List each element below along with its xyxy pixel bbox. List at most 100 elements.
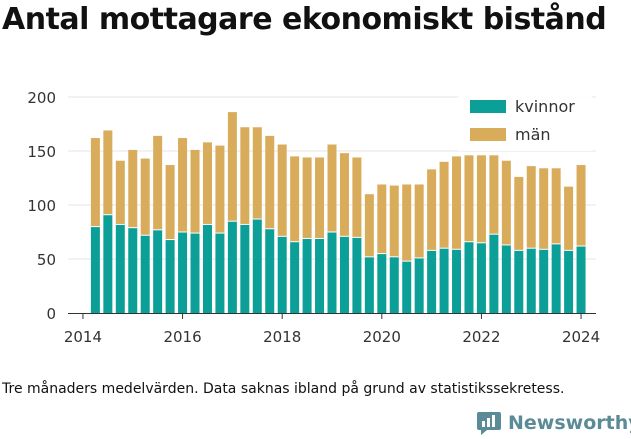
bar-man (514, 176, 524, 251)
bar-man (564, 186, 574, 251)
y-tick-label: 200 (27, 89, 56, 107)
bar-man (364, 194, 374, 257)
bar-man (178, 138, 188, 232)
bar-man (128, 149, 138, 228)
x-axis-ticks: 2014 2016 2018 2020 2022 2024 (64, 313, 600, 346)
bar-kvinnor (352, 237, 362, 313)
bar-man (140, 158, 150, 236)
bar-man (501, 160, 511, 245)
bar-man (414, 184, 424, 258)
bar-man (389, 185, 399, 257)
chart-title: Antal mottagare ekonomiskt bistånd (2, 2, 607, 37)
bar-man (215, 145, 225, 234)
bar-kvinnor (265, 228, 275, 313)
newsworthy-logo-icon (477, 412, 501, 435)
bar-man (439, 161, 449, 249)
bar-man (476, 155, 486, 243)
brand-name: Newsworthy (508, 412, 631, 434)
bar-man (427, 169, 437, 251)
bar-kvinnor (526, 248, 536, 313)
bar-kvinnor (327, 232, 337, 313)
bar-man (402, 184, 412, 262)
bar-kvinnor (377, 253, 387, 313)
bar-kvinnor (128, 227, 138, 313)
y-tick-label: 50 (37, 251, 56, 269)
bar-kvinnor (290, 241, 300, 313)
bar-man (452, 156, 462, 250)
bar-kvinnor (427, 250, 437, 313)
bar-kvinnor (140, 235, 150, 313)
x-tick-label: 2022 (462, 328, 500, 346)
bar-kvinnor (115, 224, 125, 313)
bar-kvinnor (315, 238, 325, 313)
bar-kvinnor (103, 214, 113, 313)
bar-man (265, 135, 275, 229)
x-tick-label: 2016 (163, 328, 201, 346)
bar-man (302, 157, 312, 239)
y-tick-label: 0 (46, 305, 56, 323)
bar-man (190, 149, 200, 234)
bar-man (315, 157, 325, 239)
legend-label: män (515, 125, 551, 144)
bar-kvinnor (551, 243, 561, 313)
legend: kvinnor män (458, 93, 592, 151)
bar-kvinnor (476, 242, 486, 313)
bar-kvinnor (227, 221, 237, 313)
bar-kvinnor (364, 256, 374, 313)
bar-man (277, 144, 287, 237)
bar-kvinnor (165, 239, 175, 313)
bar-man (551, 168, 561, 244)
bar-kvinnor (489, 234, 499, 313)
bar-kvinnor (501, 244, 511, 313)
bar-kvinnor (240, 224, 250, 313)
bar-kvinnor (539, 249, 549, 313)
bar-kvinnor (178, 232, 188, 313)
bar-man (576, 165, 586, 247)
bar-man (153, 135, 163, 230)
bar-kvinnor (202, 224, 212, 313)
x-tick-label: 2014 (64, 328, 102, 346)
bar-kvinnor (402, 261, 412, 313)
bar-kvinnor (564, 250, 574, 313)
brand-logo: Newsworthy (476, 408, 631, 438)
x-tick-label: 2020 (363, 328, 401, 346)
bar-kvinnor (576, 246, 586, 313)
bar-kvinnor (389, 256, 399, 313)
bar-man (327, 144, 337, 232)
bar-kvinnor (277, 236, 287, 313)
bar-man (352, 157, 362, 238)
bar-man (539, 168, 549, 250)
bar-man (464, 155, 474, 242)
stacked-bar-chart: 0 50 100 150 200 2014 2016 2018 2020 2022 2024 kv… (27, 89, 600, 346)
bar-kvinnor (302, 238, 312, 313)
bar-man (165, 165, 175, 240)
bar-man (115, 160, 125, 225)
bar-man (103, 130, 113, 215)
bars (90, 112, 586, 313)
bar-man (290, 156, 300, 242)
legend-label: kvinnor (515, 97, 575, 116)
bar-man (227, 112, 237, 222)
bar-man (252, 127, 262, 220)
y-tick-label: 150 (27, 143, 56, 161)
bar-kvinnor (339, 236, 349, 313)
y-tick-label: 100 (27, 197, 56, 215)
bar-kvinnor (414, 257, 424, 313)
bar-man (240, 127, 250, 225)
x-tick-label: 2024 (562, 328, 600, 346)
footnote: Tre månaders medelvärden. Data saknas ib… (2, 381, 565, 397)
bar-man (526, 166, 536, 249)
legend-swatch (470, 128, 506, 141)
bar-man (377, 184, 387, 254)
bar-kvinnor (90, 226, 100, 313)
bar-kvinnor (190, 233, 200, 313)
bar-kvinnor (452, 249, 462, 313)
bar-kvinnor (153, 229, 163, 313)
bar-man (489, 155, 499, 235)
bar-kvinnor (215, 233, 225, 313)
bar-man (90, 138, 100, 227)
bar-man (202, 142, 212, 225)
y-axis-ticks: 0 50 100 150 200 (27, 89, 56, 323)
x-tick-label: 2018 (263, 328, 301, 346)
bar-kvinnor (514, 250, 524, 313)
